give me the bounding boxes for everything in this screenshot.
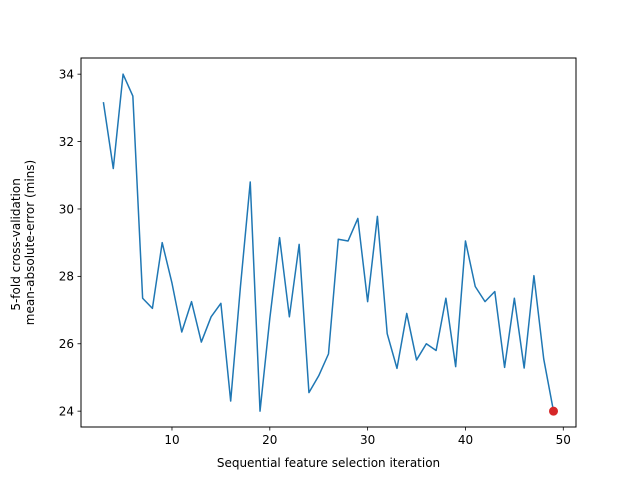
- y-tick-label: 28: [59, 270, 74, 284]
- y-axis-ticks: 24 26 28 30 32 34: [59, 67, 81, 418]
- y-axis-label-line-2: mean-absolute-error (mins): [23, 160, 37, 325]
- y-tick-label: 30: [59, 202, 74, 216]
- x-axis-ticks: 10 20 30 40 50: [164, 427, 571, 447]
- y-tick-label: 24: [59, 404, 74, 418]
- x-tick-label: 10: [164, 433, 179, 447]
- plot-area: [102, 73, 558, 416]
- x-tick-label: 20: [262, 433, 277, 447]
- y-tick-label: 26: [59, 337, 74, 351]
- x-tick-label: 30: [360, 433, 375, 447]
- series-line-1: [102, 73, 555, 413]
- y-tick-label: 32: [59, 135, 74, 149]
- y-axis-label: 5-fold cross-validation mean-absolute-er…: [9, 160, 37, 325]
- best-iteration-marker: [549, 406, 558, 416]
- x-axis-label: Sequential feature selection iteration: [217, 456, 440, 470]
- axes-frame: [80, 57, 577, 428]
- x-tick-label: 40: [458, 433, 473, 447]
- x-tick-label: 50: [556, 433, 571, 447]
- y-tick-label: 34: [59, 67, 74, 81]
- y-axis-label-line-1: 5-fold cross-validation: [9, 178, 23, 311]
